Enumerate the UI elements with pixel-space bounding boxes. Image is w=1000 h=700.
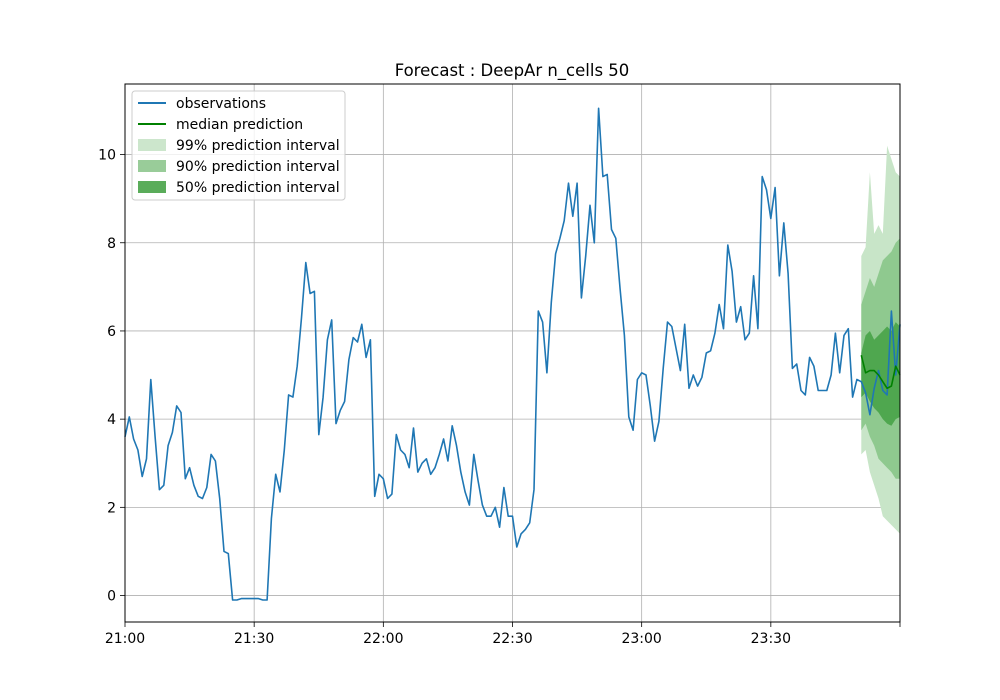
legend-label: observations	[176, 96, 266, 112]
x-tick-label: 21:00	[105, 631, 145, 647]
legend-label: 90% prediction interval	[176, 159, 340, 175]
x-tick-label: 23:00	[621, 631, 661, 647]
legend-swatch	[138, 181, 166, 193]
x-axis: 21:00 21:30 22:00 22:30 23:00 23:30	[105, 622, 901, 647]
legend-label: median prediction	[176, 117, 303, 133]
series-lines	[124, 107, 901, 601]
observations-line	[124, 107, 901, 601]
legend-swatch	[138, 160, 166, 172]
y-tick-label: 6	[107, 324, 116, 340]
x-tick-label: 22:00	[363, 631, 403, 647]
y-tick-label: 2	[107, 500, 116, 516]
x-tick-label: 21:30	[234, 631, 274, 647]
y-tick-label: 8	[107, 236, 116, 252]
legend-box	[131, 90, 346, 201]
x-tick-label: 23:30	[751, 631, 791, 647]
legend-swatch	[138, 139, 166, 151]
median-prediction-line	[860, 355, 901, 390]
y-tick-label: 0	[107, 589, 116, 605]
legend-label: 99% prediction interval	[176, 138, 340, 154]
legend: observations median prediction 99% predict…	[131, 90, 346, 201]
y-axis: 0 2 4 6 8 10	[98, 148, 125, 605]
legend-label: 50% prediction interval	[176, 180, 340, 196]
prediction-bands	[861, 145, 900, 534]
chart-title: Forecast : DeepAr n_cells 50	[395, 61, 630, 81]
band-50pct	[861, 322, 900, 426]
y-tick-label: 10	[98, 148, 116, 164]
y-tick-label: 4	[107, 412, 116, 428]
x-tick-label: 22:30	[492, 631, 532, 647]
grid	[124, 84, 901, 622]
